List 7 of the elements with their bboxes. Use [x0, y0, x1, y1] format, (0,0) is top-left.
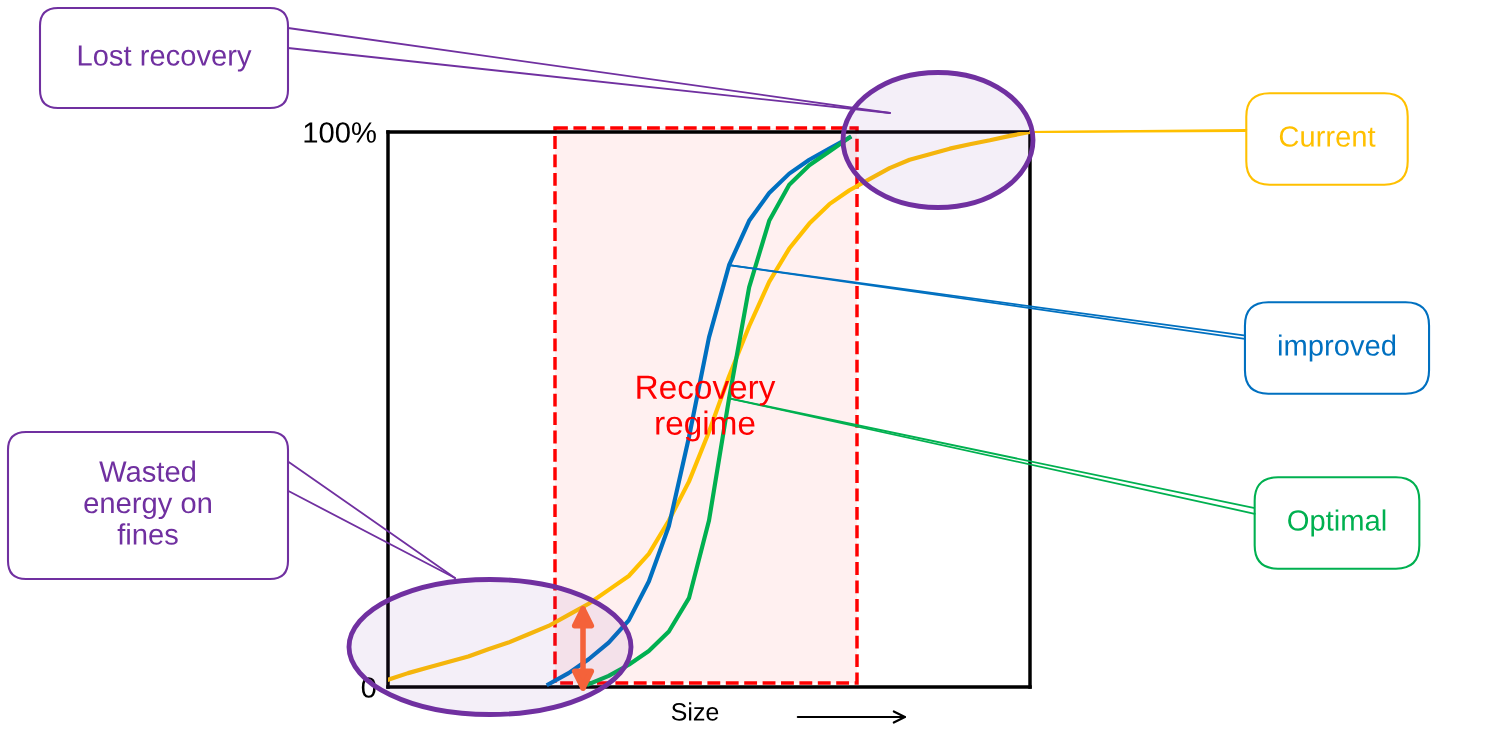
text: Lost recovery — [78, 45, 252, 72]
text: Wasted energy on fines — [84, 460, 211, 545]
x-axis-title: Size — [671, 702, 719, 721]
y-tick-label: 100% — [304, 122, 376, 143]
text: Optimal — [1288, 509, 1386, 537]
text: improved — [1278, 334, 1396, 362]
text: Current — [1279, 126, 1376, 147]
